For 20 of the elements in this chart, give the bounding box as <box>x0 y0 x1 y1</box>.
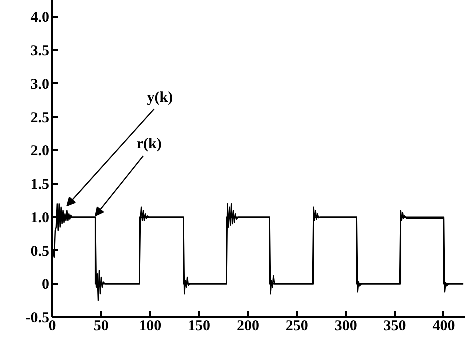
annotation: y(k) <box>147 90 174 106</box>
y-tick-label: 1.0 <box>30 210 50 226</box>
y-tick-label: 3.5 <box>30 44 50 60</box>
y-tick-label: 4.0 <box>30 10 50 26</box>
x-tick-label: 400 <box>432 318 456 334</box>
x-tick-label: 150 <box>188 318 211 334</box>
y-tick-label: -0.5 <box>26 310 50 326</box>
y-tick-label: 2.5 <box>30 110 50 126</box>
x-tick-label: 300 <box>334 318 358 334</box>
x-tick-label: 200 <box>236 318 260 334</box>
x-tick-label: 100 <box>139 318 162 334</box>
y-tick-label: 0.5 <box>30 244 50 260</box>
x-tick-label: 50 <box>94 318 109 334</box>
y-tick-label: 3.0 <box>30 76 50 93</box>
y-tick-label: 0 <box>42 277 50 294</box>
x-tick-label: 350 <box>384 318 406 334</box>
y-tick-label: 1.5 <box>30 177 50 194</box>
annotation: r(k) <box>136 136 162 153</box>
y-tick-label: 2.0 <box>30 144 50 160</box>
x-tick-label: 250 <box>286 318 308 334</box>
